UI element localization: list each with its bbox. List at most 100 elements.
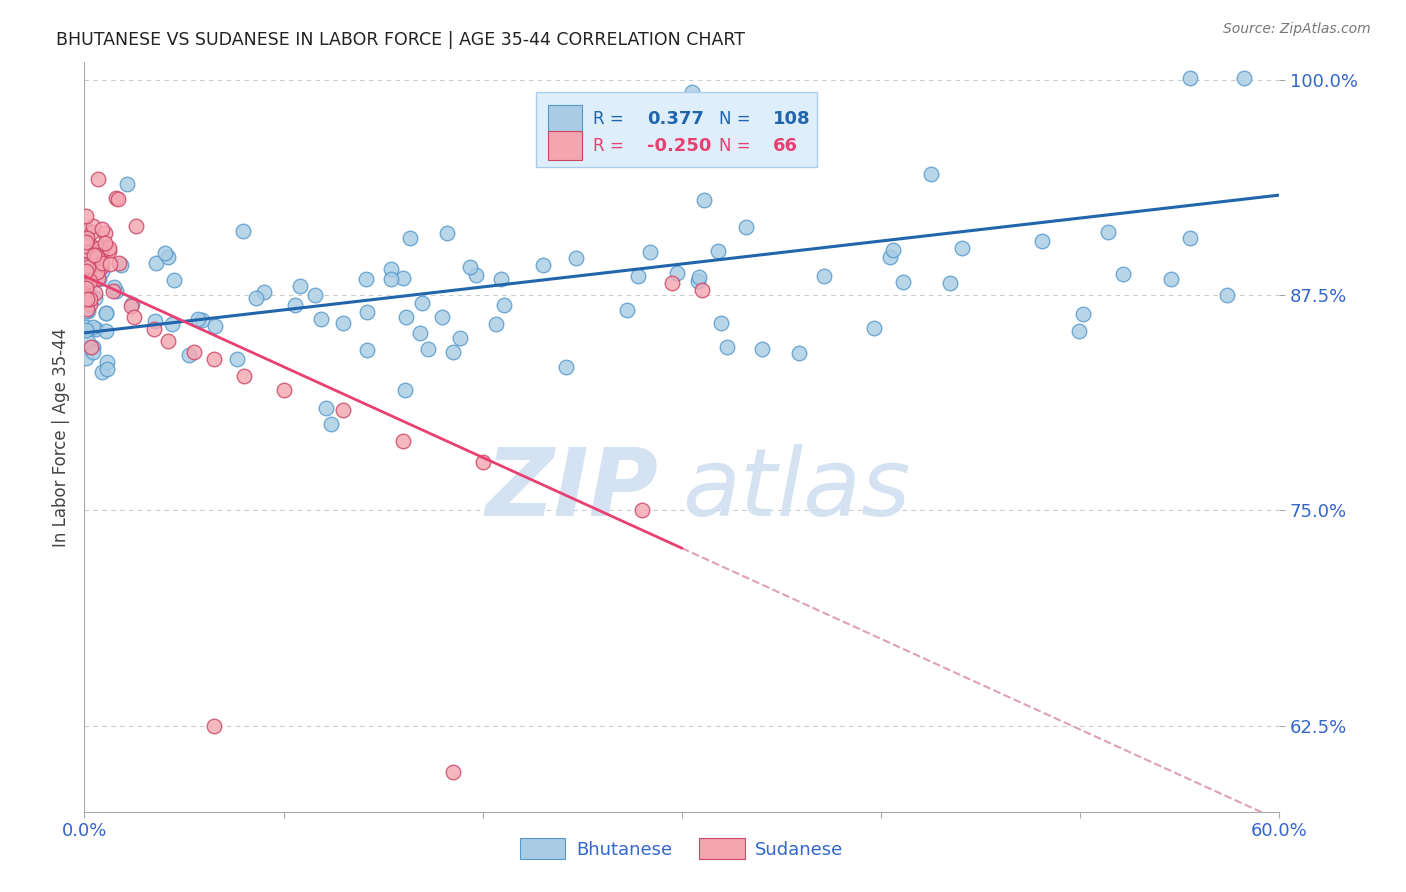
Point (75, 264, 97, 278)
Point (76, 244, 98, 258)
Point (143, 322, 166, 336)
Point (441, 345, 464, 359)
Point (86, 265, 108, 279)
Point (232, 368, 254, 383)
Point (90, 244, 112, 258)
Point (75, 351, 97, 365)
Point (177, 348, 200, 362)
Point (96, 306, 118, 320)
Point (707, 244, 730, 258)
Point (356, 343, 378, 357)
Point (87, 270, 110, 285)
Text: N =: N = (718, 136, 751, 154)
Point (110, 258, 132, 272)
Point (356, 305, 378, 319)
Point (311, 311, 333, 326)
Point (319, 417, 342, 432)
Text: N =: N = (718, 111, 751, 128)
Point (87, 263, 110, 277)
Point (75, 275, 97, 289)
Point (787, 346, 810, 360)
Point (204, 318, 226, 333)
Point (416, 343, 439, 357)
Point (465, 268, 488, 283)
Text: 108: 108 (773, 111, 810, 128)
Point (77, 303, 100, 318)
Point (93, 236, 115, 251)
Point (75, 281, 97, 295)
Point (392, 434, 415, 449)
Point (232, 224, 254, 238)
Point (86, 248, 108, 262)
Point (1178, 231, 1201, 245)
Y-axis label: In Labor Force | Age 35-44: In Labor Force | Age 35-44 (52, 327, 70, 547)
Point (690, 283, 713, 297)
Point (627, 268, 650, 283)
Point (226, 351, 249, 366)
Point (98, 241, 121, 255)
Text: 0.377: 0.377 (647, 111, 704, 128)
Point (891, 276, 914, 290)
Point (91, 365, 114, 379)
Point (616, 303, 638, 318)
Point (693, 193, 716, 207)
Point (380, 271, 402, 285)
Point (80, 340, 103, 354)
Point (430, 310, 453, 324)
Point (77, 249, 100, 263)
Point (160, 317, 183, 331)
Point (82, 345, 104, 359)
Point (661, 276, 683, 290)
Point (411, 296, 433, 310)
Bar (548, 131, 582, 160)
Point (290, 278, 312, 293)
Point (125, 219, 148, 233)
Point (304, 287, 326, 301)
Point (75, 304, 97, 318)
Point (96, 324, 118, 338)
Point (939, 276, 962, 290)
Point (157, 250, 180, 264)
Point (409, 326, 432, 341)
Point (87, 172, 110, 186)
Text: Source: ZipAtlas.com: Source: ZipAtlas.com (1223, 22, 1371, 37)
Point (813, 269, 835, 284)
Point (83, 286, 105, 301)
Point (449, 331, 471, 345)
Point (688, 270, 710, 285)
Point (1160, 272, 1182, 286)
Point (87, 242, 110, 256)
Text: R =: R = (593, 136, 624, 154)
Point (96, 361, 118, 376)
Point (108, 255, 131, 269)
Point (77, 260, 100, 274)
Point (709, 316, 731, 330)
Point (86, 245, 108, 260)
Point (1071, 307, 1094, 321)
Point (105, 191, 128, 205)
Point (91, 256, 114, 270)
Point (98, 244, 121, 259)
Text: ZIP: ZIP (485, 443, 658, 535)
Point (163, 273, 186, 287)
Point (83, 248, 105, 262)
Point (107, 192, 129, 206)
Point (1112, 267, 1135, 281)
Point (94, 305, 117, 319)
Point (86, 251, 108, 265)
Point (458, 260, 481, 274)
Point (145, 314, 167, 328)
Point (863, 320, 886, 334)
Point (122, 310, 145, 325)
Point (75, 209, 97, 223)
Point (76, 292, 98, 306)
Point (90, 222, 112, 236)
Point (332, 403, 354, 417)
Point (79, 297, 101, 311)
Point (398, 231, 420, 245)
Point (202, 351, 225, 366)
Point (79, 238, 101, 252)
Point (202, 718, 225, 732)
Point (751, 342, 773, 356)
Point (77, 334, 100, 349)
